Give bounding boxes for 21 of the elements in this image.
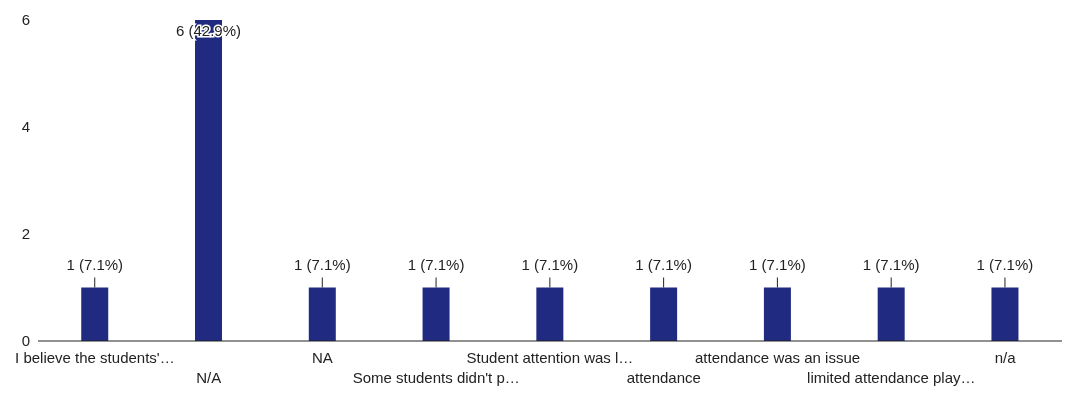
y-tick-label: 6: [21, 11, 30, 29]
data-label: 1 (7.1%): [635, 255, 692, 273]
x-tick-label: attendance: [626, 369, 701, 386]
y-tick-label: 4: [21, 118, 30, 136]
data-label: 1 (7.1%): [66, 255, 124, 273]
x-tick-label: Some students didn't p…: [352, 369, 520, 386]
data-label: 1 (7.1%): [521, 255, 579, 273]
y-tick-label: 2: [21, 225, 30, 243]
x-tick-label: N/A: [196, 369, 222, 386]
x-tick-label: limited attendance play…: [807, 369, 976, 386]
data-label: 1 (7.1%): [407, 255, 465, 273]
y-tick-label: 0: [21, 332, 30, 350]
data-label: 1 (7.1%): [976, 255, 1034, 273]
data-label: 1 (7.1%): [862, 255, 920, 273]
x-tick-label: Student attention was l…: [466, 349, 634, 366]
x-tick-label: I believe the students'…: [15, 349, 175, 366]
x-tick-label: attendance was an issue: [694, 349, 861, 366]
x-tick-label: n/a: [994, 349, 1017, 366]
data-label: 1 (7.1%): [749, 255, 806, 273]
data-label: 1 (7.1%): [293, 255, 351, 273]
x-tick-label: NA: [312, 349, 333, 366]
